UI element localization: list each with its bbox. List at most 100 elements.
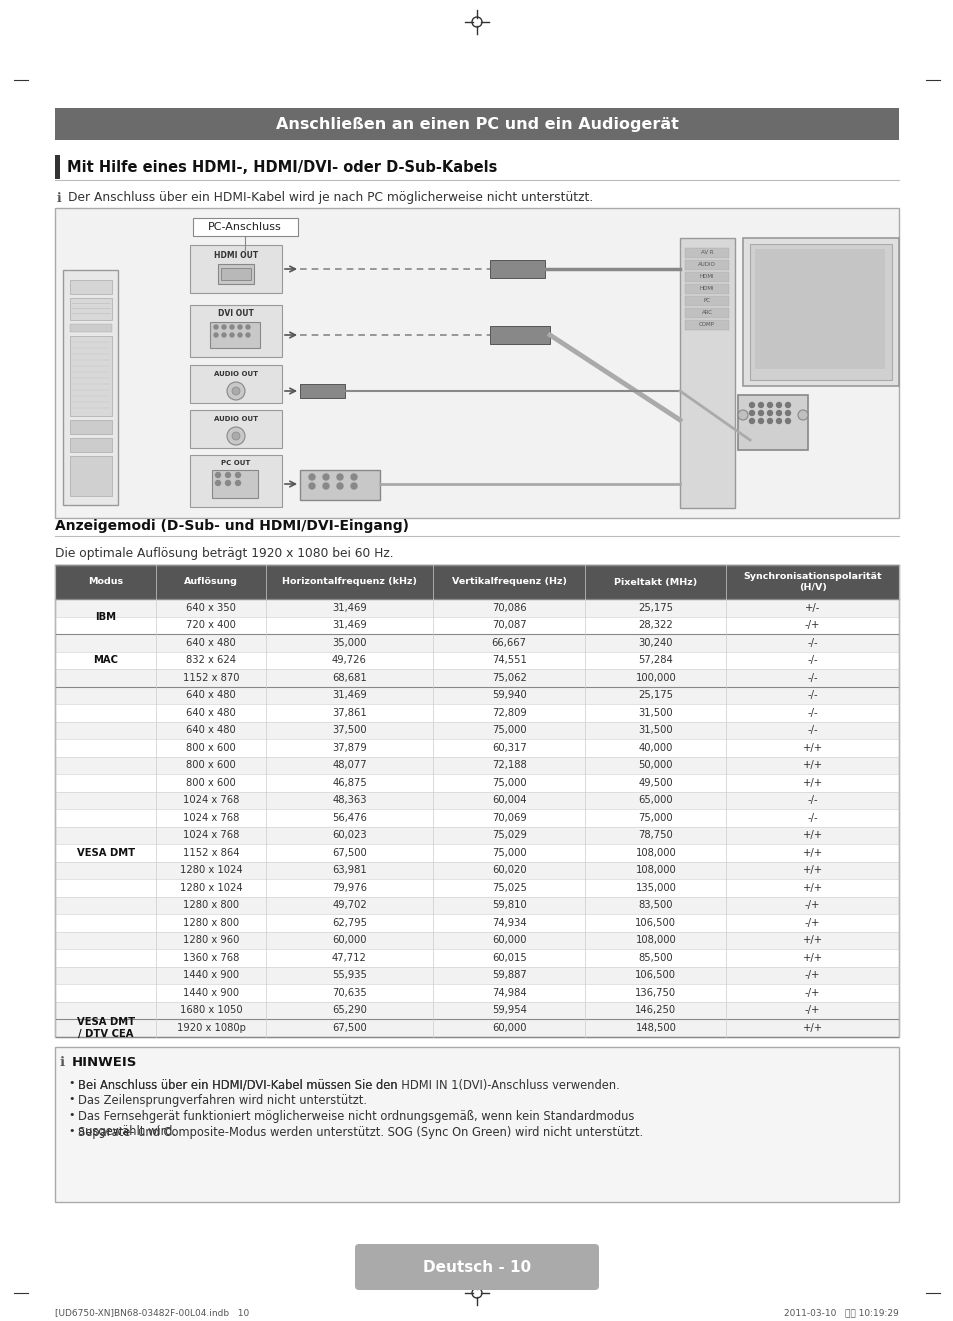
Bar — [684, 284, 728, 295]
Text: 75,000: 75,000 — [492, 848, 526, 857]
Bar — [684, 248, 728, 258]
Text: 74,551: 74,551 — [491, 655, 526, 666]
Text: 79,976: 79,976 — [332, 882, 367, 893]
Bar — [55, 565, 898, 598]
Bar — [55, 844, 898, 861]
Text: +/+: +/+ — [801, 848, 821, 857]
Text: Horizontalfrequenz (kHz): Horizontalfrequenz (kHz) — [282, 577, 416, 587]
Bar — [55, 108, 898, 140]
Text: 1280 x 1024: 1280 x 1024 — [180, 865, 242, 876]
Bar — [55, 878, 898, 897]
Text: +/+: +/+ — [801, 882, 821, 893]
Text: 31,469: 31,469 — [332, 691, 367, 700]
Text: 40,000: 40,000 — [638, 742, 672, 753]
Circle shape — [336, 483, 343, 489]
Circle shape — [232, 432, 240, 440]
Text: 800 x 600: 800 x 600 — [186, 761, 235, 770]
Text: HINWEIS: HINWEIS — [71, 1055, 137, 1069]
Bar — [55, 668, 898, 687]
Text: 148,500: 148,500 — [635, 1022, 676, 1033]
Text: 46,875: 46,875 — [332, 778, 367, 787]
Bar — [55, 598, 898, 617]
Circle shape — [351, 474, 356, 480]
Bar — [299, 470, 379, 501]
Text: 60,317: 60,317 — [492, 742, 526, 753]
Bar — [742, 238, 898, 386]
Bar — [190, 305, 282, 357]
Circle shape — [797, 410, 807, 420]
Text: 37,879: 37,879 — [332, 742, 367, 753]
Bar — [55, 808, 898, 827]
Text: 68,681: 68,681 — [332, 672, 367, 683]
Bar — [63, 269, 118, 505]
Text: 108,000: 108,000 — [635, 848, 676, 857]
Circle shape — [246, 333, 250, 337]
Text: ARC: ARC — [700, 310, 712, 316]
Text: 720 x 400: 720 x 400 — [186, 621, 235, 630]
Text: 1680 x 1050: 1680 x 1050 — [180, 1005, 242, 1016]
Text: Synchronisationspolarität
(H/V): Synchronisationspolarität (H/V) — [742, 572, 881, 592]
Bar — [358, 1248, 595, 1287]
Bar — [55, 948, 898, 967]
Bar — [190, 454, 282, 507]
Bar — [55, 791, 898, 808]
Bar — [684, 296, 728, 306]
Text: 59,810: 59,810 — [492, 900, 526, 910]
Text: 67,500: 67,500 — [332, 848, 367, 857]
Circle shape — [758, 419, 762, 424]
Text: 106,500: 106,500 — [635, 918, 676, 927]
Text: +/+: +/+ — [801, 831, 821, 840]
Text: AUDIO OUT: AUDIO OUT — [213, 371, 258, 376]
Text: 1280 x 960: 1280 x 960 — [183, 935, 239, 946]
Circle shape — [323, 483, 329, 489]
Bar — [218, 264, 253, 284]
Text: Vertikalfrequenz (Hz): Vertikalfrequenz (Hz) — [451, 577, 566, 587]
Circle shape — [215, 473, 220, 477]
Bar — [55, 207, 898, 518]
Circle shape — [749, 403, 754, 407]
Text: 640 x 480: 640 x 480 — [186, 638, 235, 647]
Text: -/-: -/- — [806, 691, 817, 700]
Circle shape — [230, 333, 233, 337]
Text: 832 x 624: 832 x 624 — [186, 655, 236, 666]
Bar — [55, 565, 898, 1037]
Circle shape — [351, 483, 356, 489]
Text: IBM: IBM — [95, 612, 116, 621]
Circle shape — [309, 483, 314, 489]
Text: -/+: -/+ — [804, 970, 820, 980]
Bar — [684, 272, 728, 281]
Text: 48,363: 48,363 — [332, 795, 366, 806]
Text: 57,284: 57,284 — [638, 655, 673, 666]
Circle shape — [215, 481, 220, 486]
Bar — [55, 914, 898, 931]
Text: AUDIO: AUDIO — [698, 263, 715, 267]
Text: ℹ: ℹ — [60, 1055, 65, 1069]
Circle shape — [784, 419, 790, 424]
Text: 30,240: 30,240 — [638, 638, 673, 647]
Text: 1280 x 800: 1280 x 800 — [183, 918, 239, 927]
Text: Die optimale Auflösung beträgt 1920 x 1080 bei 60 Hz.: Die optimale Auflösung beträgt 1920 x 10… — [55, 547, 394, 560]
Circle shape — [227, 382, 245, 400]
Text: Anschließen an einen PC und ein Audiogerät: Anschließen an einen PC und ein Audioger… — [275, 116, 678, 132]
Bar — [70, 324, 112, 332]
Text: 60,023: 60,023 — [332, 831, 366, 840]
Text: 100,000: 100,000 — [635, 672, 676, 683]
Text: 65,290: 65,290 — [332, 1005, 367, 1016]
Text: 75,029: 75,029 — [491, 831, 526, 840]
Circle shape — [758, 403, 762, 407]
Text: MAC: MAC — [93, 655, 118, 666]
Circle shape — [776, 419, 781, 424]
Text: -/+: -/+ — [804, 621, 820, 630]
Text: AUDIO OUT: AUDIO OUT — [213, 416, 258, 421]
Text: Bei Anschluss über ein HDMI/DVI-Kabel müssen Sie den HDMI IN 1(DVI)-Anschluss ve: Bei Anschluss über ein HDMI/DVI-Kabel mü… — [78, 1078, 619, 1091]
Text: HDMI: HDMI — [699, 275, 714, 280]
Bar — [684, 320, 728, 330]
Text: -/+: -/+ — [804, 900, 820, 910]
Text: •: • — [68, 1078, 74, 1089]
Text: 25,175: 25,175 — [638, 691, 673, 700]
Text: 63,981: 63,981 — [332, 865, 367, 876]
Text: -/+: -/+ — [804, 988, 820, 997]
Bar — [55, 155, 60, 180]
Text: -/+: -/+ — [804, 1005, 820, 1016]
Bar — [70, 299, 112, 320]
